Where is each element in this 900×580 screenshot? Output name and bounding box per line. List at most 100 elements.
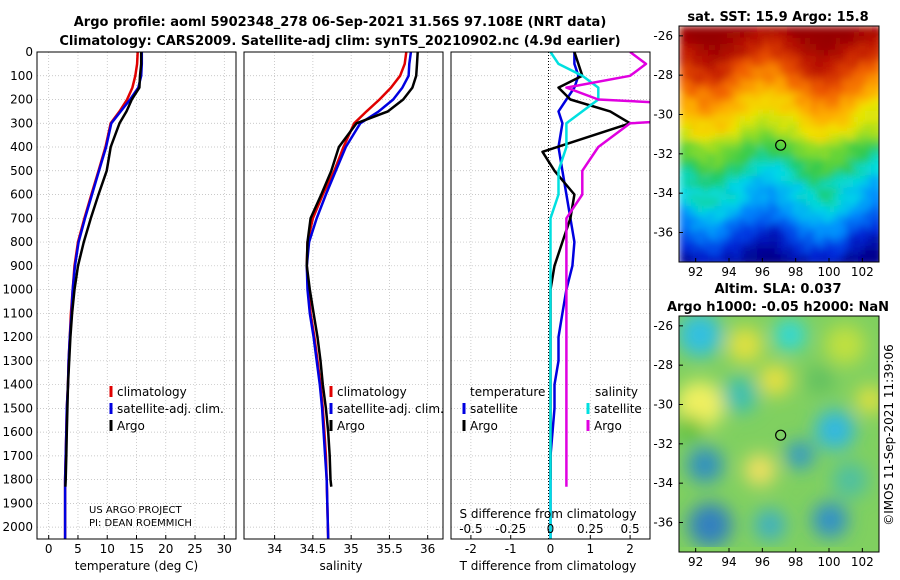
sst-cell: [853, 86, 860, 93]
sst-cell: [853, 128, 860, 135]
sst-cell: [703, 188, 710, 195]
sst-cell: [811, 158, 818, 165]
sst-cell: [739, 224, 746, 231]
sst-cell: [799, 98, 806, 105]
pi-annotation: PI: DEAN ROEMMICH: [89, 518, 192, 529]
s-tick-label: 0.25: [577, 522, 604, 536]
sst-cell: [685, 32, 692, 39]
sst-cell: [751, 50, 758, 57]
sst-cell: [751, 158, 758, 165]
sst-cell: [769, 134, 776, 141]
sst-cell: [799, 236, 806, 243]
sst-cell: [769, 62, 776, 69]
sst-cell: [799, 128, 806, 135]
sst-cell: [829, 248, 836, 255]
sst-cell: [853, 50, 860, 57]
sst-cell: [691, 182, 698, 189]
sst-cell: [679, 50, 686, 57]
sst-cell: [805, 260, 812, 262]
s-tick-label: -0.25: [495, 522, 526, 536]
sst-cell: [763, 32, 770, 39]
sst-cell: [769, 104, 776, 111]
sst-cell: [715, 32, 722, 39]
sst-cell: [709, 254, 716, 261]
sst-cell: [733, 170, 740, 177]
sst-cell: [679, 62, 686, 69]
sst-cell: [817, 206, 824, 213]
sst-cell: [775, 32, 782, 39]
sst-cell: [787, 38, 794, 45]
sst-cell: [775, 92, 782, 99]
sst-cell: [739, 212, 746, 219]
sst-cell: [787, 86, 794, 93]
sst-cell: [847, 242, 854, 249]
sst-cell: [715, 260, 722, 262]
sst-cell: [805, 176, 812, 183]
sst-cell: [763, 176, 770, 183]
sst-cell: [829, 140, 836, 147]
sst-cell: [745, 44, 752, 51]
sst-cell: [751, 224, 758, 231]
sst-cell: [745, 218, 752, 225]
series-line-temperature-satellite: [549, 52, 580, 539]
sst-cell: [853, 170, 860, 177]
sst-cell: [859, 224, 866, 231]
sst-cell: [823, 32, 830, 39]
sst-cell: [751, 38, 758, 45]
sst-cell: [877, 182, 879, 189]
legend-label-sal-satellite: satellite: [594, 402, 642, 416]
sst-cell: [835, 110, 842, 117]
sst-cell: [709, 200, 716, 207]
sst-cell: [703, 158, 710, 165]
sst-cell: [799, 140, 806, 147]
sst-cell: [685, 236, 692, 243]
sst-cell: [769, 116, 776, 123]
sst-cell: [811, 110, 818, 117]
sst-cell: [835, 194, 842, 201]
sst-cell: [709, 242, 716, 249]
sst-cell: [721, 254, 728, 261]
sst-cell: [763, 188, 770, 195]
sst-cell: [751, 80, 758, 87]
sst-cell: [709, 158, 716, 165]
sst-cell: [727, 248, 734, 255]
sst-cell: [727, 146, 734, 153]
sst-cell: [859, 44, 866, 51]
sst-cell: [847, 212, 854, 219]
sst-cell: [871, 236, 878, 243]
sst-cell: [709, 188, 716, 195]
sst-cell: [751, 194, 758, 201]
sst-cell: [739, 146, 746, 153]
sst-cell: [727, 230, 734, 237]
sst-cell: [745, 116, 752, 123]
sst-cell: [739, 38, 746, 45]
sst-map-panel: sat. SST: 15.9 Argo: 15.8 92 94 96 98 100 102…: [653, 10, 880, 279]
sst-cell: [829, 92, 836, 99]
sst-cell: [781, 230, 788, 237]
sst-cell: [715, 230, 722, 237]
sst-cell: [817, 128, 824, 135]
sst-cell: [697, 86, 704, 93]
sst-cell: [739, 152, 746, 159]
sst-cell: [709, 32, 716, 39]
sst-cell: [757, 122, 764, 129]
sst-cell: [787, 170, 794, 177]
sst-cell: [703, 164, 710, 171]
sst-cell: [739, 188, 746, 195]
sst-cell: [733, 80, 740, 87]
sst-cell: [775, 152, 782, 159]
sst-cell: [805, 128, 812, 135]
sst-cell: [847, 170, 854, 177]
sst-cell: [865, 176, 872, 183]
sst-cell: [835, 134, 842, 141]
x-tick-label: 0: [45, 542, 53, 556]
sst-cell: [763, 80, 770, 87]
sst-cell: [793, 146, 800, 153]
sla-blob: [727, 327, 763, 363]
sst-cell: [751, 44, 758, 51]
sst-cell: [679, 74, 686, 81]
x-tick-label: 25: [187, 542, 202, 556]
sst-cell: [685, 176, 692, 183]
sst-cell: [823, 74, 830, 81]
sst-cell: [715, 38, 722, 45]
